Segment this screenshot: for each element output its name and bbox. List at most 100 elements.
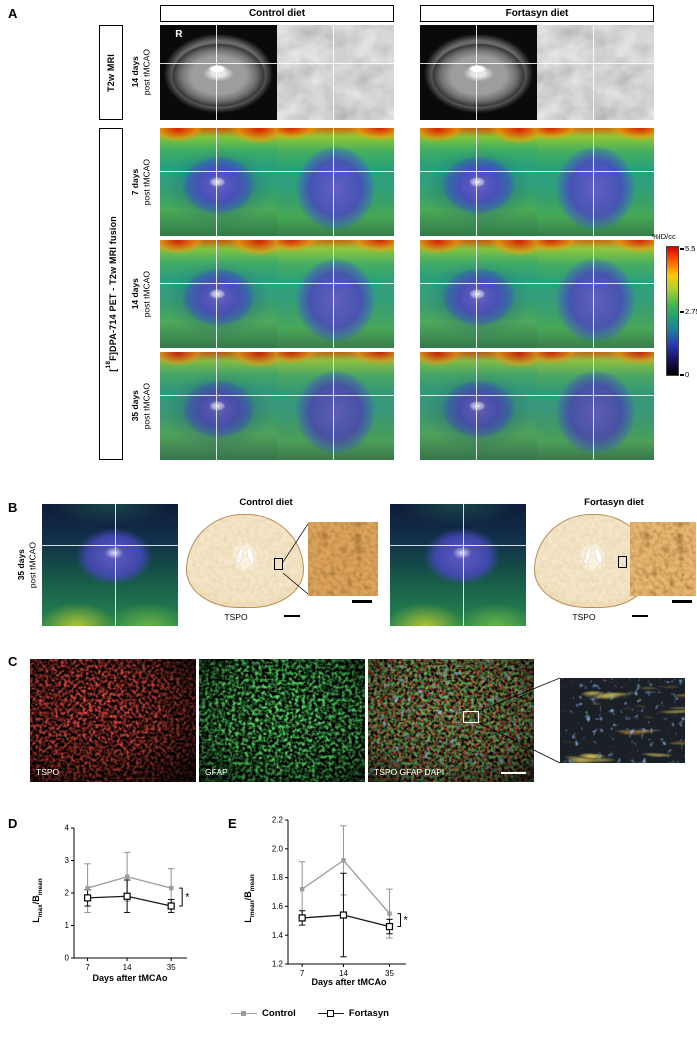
svg-text:7: 7 <box>300 969 305 978</box>
panel-c-label: C <box>8 654 18 669</box>
timepoint-label-t2w: 14 days post tMCAO <box>129 49 151 96</box>
pet-fusion-row-label: [18F]DPA-714 PET - T2w MRI fusion <box>104 216 118 372</box>
panel-b-timepoint-label: 35 days post tMCAO <box>15 541 37 589</box>
chart-d-container: 0 1 2 3 4 7 14 35 * Lmax/Bmean Days after tMCAo <box>31 820 242 1005</box>
scale-bar-section-control <box>284 615 300 617</box>
panel-d-label: D <box>8 816 18 831</box>
fusion-coronal-fortasyn-7d-image <box>420 128 537 236</box>
colorbar-tick-mid <box>680 311 684 313</box>
scale-bar-inset-control <box>352 600 372 603</box>
colorbar-mid-label: 2.75 <box>685 307 697 316</box>
t2w-mri-row-label-box: T2w MRI <box>99 25 123 120</box>
tspo-stain-label-control: TSPO <box>224 612 248 622</box>
svg-text:4: 4 <box>65 824 70 833</box>
svg-text:35: 35 <box>385 969 394 978</box>
panel-b-control-title: Control diet <box>239 497 293 508</box>
legend-item-control: Control <box>231 1008 296 1019</box>
gray-noise-texture <box>277 25 394 120</box>
gfap-image-label: GFAP <box>205 767 228 777</box>
pet-fusion-row-label-box: [18F]DPA-714 PET - T2w MRI fusion <box>99 128 123 460</box>
scale-bar-inset-fortasyn <box>672 600 692 603</box>
merged-fluorescence-texture <box>368 659 534 782</box>
fortasyn-diet-column-header: Fortasyn diet <box>420 5 654 22</box>
timepoint-label-14d: 14 days post tMCAO <box>129 270 151 318</box>
svg-text:1.8: 1.8 <box>272 873 284 882</box>
legend-item-fortasyn: Fortasyn <box>317 1008 389 1019</box>
colocalization-texture <box>560 678 685 763</box>
fusion-35d-control-image <box>42 504 178 626</box>
colorbar-tick-max <box>680 248 684 250</box>
chart-e-xlabel: Days after tMCAo <box>311 977 387 987</box>
fortasyn-line-swatch <box>317 1009 344 1019</box>
orientation-r-label: R <box>175 28 183 40</box>
tspo-inset-control <box>308 522 378 596</box>
tspo-stain-label-fortasyn: TSPO <box>572 612 596 622</box>
svg-text:*: * <box>403 915 408 927</box>
t2w-axial-control-image <box>277 25 394 120</box>
fusion-axial-fortasyn-35d-image <box>537 352 654 460</box>
tspo-inset-fortasyn <box>630 522 696 596</box>
svg-text:1.2: 1.2 <box>272 960 284 969</box>
colorbar-tick-min <box>680 374 684 376</box>
t2w-coronal-control-image: R <box>160 25 277 120</box>
svg-text:2.2: 2.2 <box>272 816 284 825</box>
t2w-mri-row-label: T2w MRI <box>106 53 116 92</box>
svg-text:3: 3 <box>65 856 70 865</box>
timepoint-label-7d: 7 days post tMCAO <box>129 158 151 206</box>
zoom-region-box-fortasyn <box>618 556 627 568</box>
legend-fortasyn-label: Fortasyn <box>348 1008 389 1019</box>
fusion-axial-fortasyn-7d-image <box>537 128 654 236</box>
fusion-35d-fortasyn-image <box>390 504 526 626</box>
svg-text:7: 7 <box>85 963 90 972</box>
chart-e-container: 1.2 1.4 1.6 1.8 2.0 2.2 7 14 35 * Lmean/Bmean Day… <box>243 812 461 1007</box>
gfap-fluorescence-image: GFAP <box>199 659 365 782</box>
control-diet-column-header: Control diet <box>160 5 394 22</box>
legend-control-label: Control <box>262 1008 296 1019</box>
red-fluorescence-texture <box>30 659 196 782</box>
pet-colorbar <box>666 246 679 376</box>
zoom-region-box-control <box>274 558 283 570</box>
panel-b-fortasyn-title: Fortasyn diet <box>584 497 644 508</box>
chart-e-canvas: 1.2 1.4 1.6 1.8 2.0 2.2 7 14 35 * <box>272 816 409 978</box>
scale-bar-merged <box>501 771 526 774</box>
t2w-axial-fortasyn-image <box>537 25 654 120</box>
merged-image-label: TSPO GFAP DAPI <box>374 767 445 777</box>
tspo-fluorescence-image: TSPO <box>30 659 196 782</box>
svg-text:14: 14 <box>339 969 348 978</box>
timepoint-label-35d: 35 days post tMCAO <box>129 382 151 430</box>
chart-e-ylabel: Lmean/Bmean <box>243 874 256 923</box>
tspo-inset-texture <box>630 522 696 596</box>
gray-noise-texture <box>537 25 654 120</box>
colorbar-min-label: 0 <box>685 370 690 379</box>
green-fluorescence-texture <box>199 659 365 782</box>
svg-text:1.6: 1.6 <box>272 902 284 911</box>
fusion-coronal-fortasyn-14d-image <box>420 240 537 348</box>
tspo-image-label: TSPO <box>36 767 60 777</box>
fusion-axial-fortasyn-14d-image <box>537 240 654 348</box>
svg-text:1.4: 1.4 <box>272 931 284 940</box>
fusion-axial-control-7d-image <box>277 128 394 236</box>
colorbar-max-label: 5.5 <box>685 244 696 253</box>
colocalization-inset <box>560 678 685 763</box>
fusion-coronal-control-7d-image <box>160 128 277 236</box>
svg-text:*: * <box>185 892 190 904</box>
panel-b-label: B <box>8 500 18 515</box>
svg-text:2: 2 <box>65 889 70 898</box>
svg-text:0: 0 <box>65 954 70 963</box>
fusion-coronal-fortasyn-35d-image <box>420 352 537 460</box>
zoom-connector-merged <box>479 677 560 764</box>
zoom-region-box-merged <box>463 711 479 723</box>
chart-legend: Control Fortasyn <box>195 1008 425 1019</box>
colorbar-title: %ID/cc <box>652 232 676 241</box>
panel-e-label: E <box>228 816 237 831</box>
chart-d-canvas: 0 1 2 3 4 7 14 35 * <box>65 824 191 972</box>
fusion-coronal-control-35d-image <box>160 352 277 460</box>
panel-a-label: A <box>8 6 18 21</box>
fusion-axial-control-35d-image <box>277 352 394 460</box>
svg-text:2.0: 2.0 <box>272 844 284 853</box>
t2w-coronal-fortasyn-image <box>420 25 537 120</box>
chart-d-ylabel: Lmax/Bmean <box>31 878 44 923</box>
svg-text:14: 14 <box>123 963 132 972</box>
fusion-axial-control-14d-image <box>277 240 394 348</box>
